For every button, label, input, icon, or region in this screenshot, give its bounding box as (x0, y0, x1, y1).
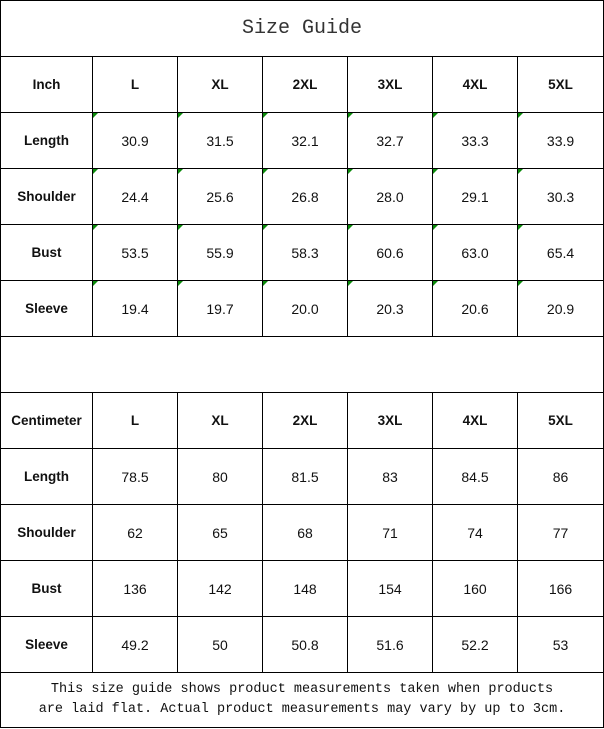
table-row: Shoulder 62 65 68 71 74 77 (0, 504, 604, 561)
value-cell: 71 (347, 504, 433, 561)
value-cell: 20.3 (347, 280, 433, 337)
table-row: Shoulder 24.4 25.6 26.8 28.0 29.1 30.3 (0, 168, 604, 225)
value-cell: 86 (516, 448, 604, 505)
size-header: 5XL (516, 392, 604, 449)
value-cell: 53.5 (92, 224, 178, 281)
value-cell: 160 (432, 560, 518, 617)
value-cell: 81.5 (262, 448, 348, 505)
size-header: L (92, 392, 178, 449)
row-label: Sleeve (0, 616, 93, 673)
page-title: Size Guide (0, 0, 604, 57)
value-cell: 30.9 (92, 112, 178, 169)
value-cell: 166 (516, 560, 604, 617)
value-cell: 20.9 (516, 280, 604, 337)
value-cell: 50 (177, 616, 263, 673)
value-cell: 29.1 (432, 168, 518, 225)
value-cell: 19.7 (177, 280, 263, 337)
value-cell: 148 (262, 560, 348, 617)
value-cell: 136 (92, 560, 178, 617)
table-row: Bust 53.5 55.9 58.3 60.6 63.0 65.4 (0, 224, 604, 281)
value-cell: 53 (516, 616, 604, 673)
inch-header-row: Inch L XL 2XL 3XL 4XL 5XL (0, 56, 604, 113)
value-cell: 62 (92, 504, 178, 561)
size-header: 3XL (347, 56, 433, 113)
value-cell: 65 (177, 504, 263, 561)
value-cell: 51.6 (347, 616, 433, 673)
size-header: XL (177, 392, 263, 449)
value-cell: 84.5 (432, 448, 518, 505)
value-cell: 52.2 (432, 616, 518, 673)
value-cell: 33.9 (516, 112, 604, 169)
value-cell: 20.6 (432, 280, 518, 337)
value-cell: 74 (432, 504, 518, 561)
size-header: 2XL (262, 56, 348, 113)
value-cell: 58.3 (262, 224, 348, 281)
value-cell: 32.7 (347, 112, 433, 169)
size-header: 3XL (347, 392, 433, 449)
table-row: Sleeve 49.2 50 50.8 51.6 52.2 53 (0, 616, 604, 673)
value-cell: 28.0 (347, 168, 433, 225)
value-cell: 55.9 (177, 224, 263, 281)
size-header: 4XL (432, 392, 518, 449)
value-cell: 49.2 (92, 616, 178, 673)
row-label: Shoulder (0, 168, 93, 225)
measurement-note: This size guide shows product measuremen… (0, 672, 604, 728)
row-label: Bust (0, 560, 93, 617)
value-cell: 83 (347, 448, 433, 505)
size-header: 2XL (262, 392, 348, 449)
table-row: Bust 136 142 148 154 160 166 (0, 560, 604, 617)
value-cell: 77 (516, 504, 604, 561)
value-cell: 80 (177, 448, 263, 505)
value-cell: 65.4 (516, 224, 604, 281)
value-cell: 63.0 (432, 224, 518, 281)
size-header: 4XL (432, 56, 518, 113)
table-row: Sleeve 19.4 19.7 20.0 20.3 20.6 20.9 (0, 280, 604, 337)
value-cell: 50.8 (262, 616, 348, 673)
centimeter-header-row: Centimeter L XL 2XL 3XL 4XL 5XL (0, 392, 604, 449)
table-row: Length 30.9 31.5 32.1 32.7 33.3 33.9 (0, 112, 604, 169)
row-label: Bust (0, 224, 93, 281)
unit-header: Centimeter (0, 392, 93, 449)
value-cell: 78.5 (92, 448, 178, 505)
row-label: Length (0, 448, 93, 505)
value-cell: 25.6 (177, 168, 263, 225)
note-line: This size guide shows product measuremen… (50, 682, 554, 697)
row-label: Shoulder (0, 504, 93, 561)
value-cell: 24.4 (92, 168, 178, 225)
row-label: Length (0, 112, 93, 169)
size-header: L (92, 56, 178, 113)
value-cell: 30.3 (516, 168, 604, 225)
value-cell: 26.8 (262, 168, 348, 225)
row-label: Sleeve (0, 280, 93, 337)
value-cell: 154 (347, 560, 433, 617)
value-cell: 60.6 (347, 224, 433, 281)
value-cell: 33.3 (432, 112, 518, 169)
table-row: Length 78.5 80 81.5 83 84.5 86 (0, 448, 604, 505)
value-cell: 68 (262, 504, 348, 561)
spacer-row (0, 336, 604, 393)
value-cell: 142 (177, 560, 263, 617)
note-line: are laid flat. Actual product measuremen… (38, 702, 566, 717)
value-cell: 20.0 (262, 280, 348, 337)
value-cell: 31.5 (177, 112, 263, 169)
value-cell: 32.1 (262, 112, 348, 169)
size-header: XL (177, 56, 263, 113)
value-cell: 19.4 (92, 280, 178, 337)
size-header: 5XL (516, 56, 604, 113)
unit-header: Inch (0, 56, 93, 113)
